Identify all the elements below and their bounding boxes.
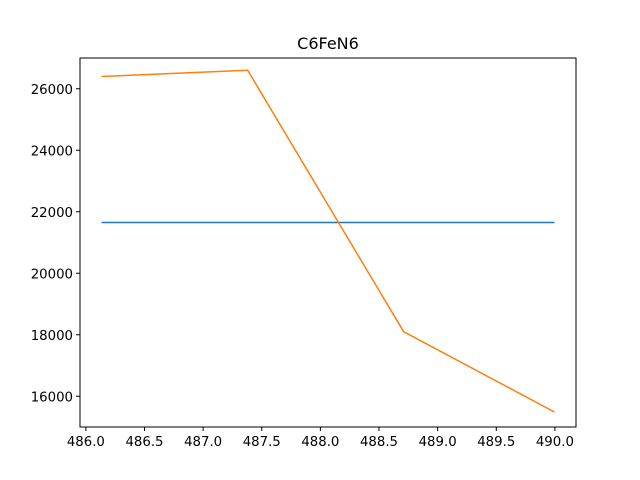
- chart-title: C6FeN6: [297, 34, 359, 53]
- x-tick-label: 487.0: [184, 435, 222, 450]
- x-axis: 486.0 486.5 487.0 487.5 488.0 488.5 489.0 489.5…: [67, 427, 574, 450]
- x-tick-label: 488.5: [360, 435, 398, 450]
- series-line-2: [101, 69, 555, 413]
- series-layer: [101, 69, 555, 413]
- y-tick-label: 18000: [31, 329, 73, 344]
- y-axis: 16000 18000 20000 22000 24000 26000: [31, 83, 80, 405]
- x-tick-label: 486.0: [67, 435, 105, 450]
- y-tick-label: 26000: [31, 83, 73, 98]
- x-tick-label: 487.5: [243, 435, 281, 450]
- y-tick-label: 20000: [31, 267, 73, 282]
- y-tick-label: 24000: [31, 144, 73, 159]
- x-tick-label: 488.0: [301, 435, 339, 450]
- y-tick-label: 22000: [31, 206, 73, 221]
- y-tick-label: 16000: [31, 390, 73, 405]
- x-tick-label: 490.0: [536, 435, 574, 450]
- plot-frame: [79, 57, 577, 428]
- x-tick-label: 489.0: [419, 435, 457, 450]
- x-tick-label: 489.5: [477, 435, 515, 450]
- x-tick-label: 486.5: [125, 435, 163, 450]
